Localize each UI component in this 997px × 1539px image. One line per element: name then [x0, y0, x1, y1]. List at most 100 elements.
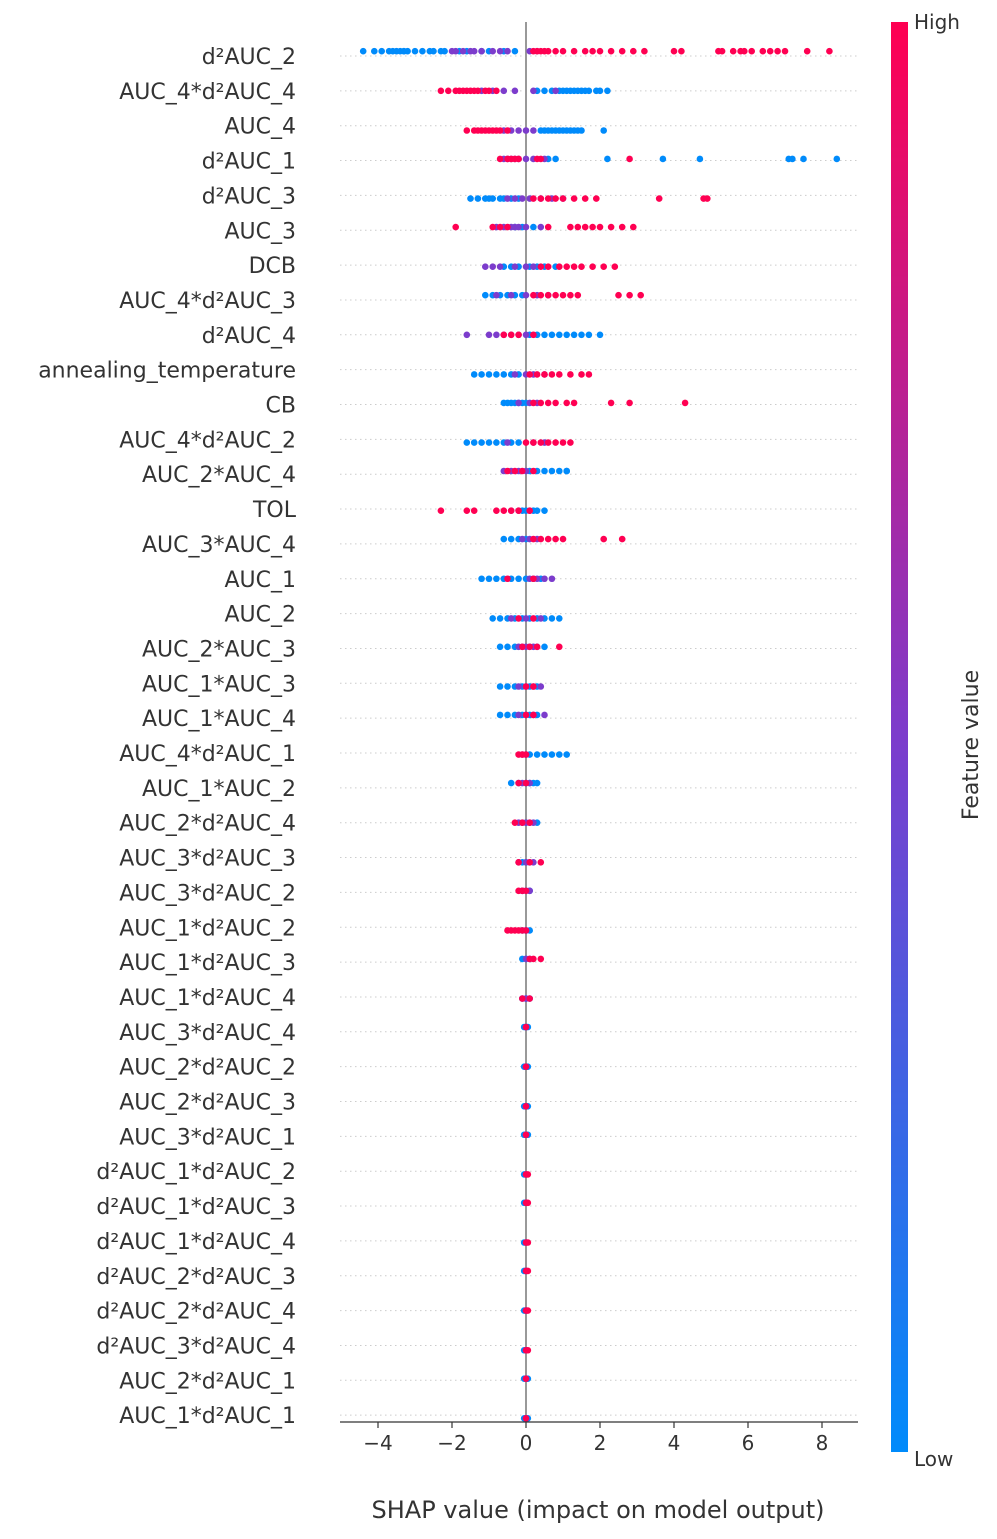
shap-point	[504, 47, 511, 55]
x-tick-label: 0	[520, 1431, 533, 1455]
feature-label: AUC_4*d²AUC_4	[119, 80, 296, 105]
feature-label: AUC_1*AUC_3	[142, 672, 296, 697]
shap-point	[489, 47, 497, 55]
shap-point	[585, 371, 593, 378]
shap-point	[515, 223, 522, 231]
shap-point	[485, 371, 493, 378]
shap-point	[537, 683, 545, 690]
feature-label: AUC_1*d²AUC_3	[119, 951, 296, 976]
shap-point	[515, 127, 522, 134]
x-tick-label: 2	[594, 1431, 607, 1455]
feature-label: d²AUC_3*d²AUC_4	[96, 1334, 296, 1359]
shap-point	[470, 47, 478, 55]
shap-point	[596, 87, 604, 95]
shap-point	[496, 223, 504, 231]
shap-point	[526, 507, 533, 514]
shap-point	[618, 223, 626, 231]
shap-point	[522, 1375, 530, 1382]
shap-point	[537, 535, 545, 543]
shap-point	[748, 47, 755, 55]
shap-point	[515, 155, 522, 163]
shap-point	[496, 263, 504, 271]
shap-point	[493, 331, 500, 339]
shap-point	[563, 331, 570, 339]
feature-label: TOL	[252, 498, 297, 523]
shap-point	[544, 291, 552, 299]
feature-label: AUC_2	[224, 603, 296, 628]
shap-point	[626, 155, 633, 163]
shap-point	[630, 223, 637, 231]
shap-point	[607, 223, 615, 231]
shap-point	[548, 615, 556, 622]
shap-point	[826, 47, 833, 55]
shap-point	[522, 1103, 530, 1110]
feature-label: AUC_2*AUC_4	[142, 463, 296, 488]
colorbar-title: Feature value	[959, 670, 984, 820]
shap-point	[774, 47, 781, 55]
feature-label: AUC_4	[224, 115, 296, 140]
shap-point	[618, 47, 626, 55]
shap-point	[604, 155, 611, 163]
shap-point	[496, 683, 504, 690]
shap-point	[511, 87, 519, 95]
shap-point	[522, 1131, 530, 1139]
shap-point	[593, 195, 600, 202]
shap-point	[511, 467, 519, 475]
shap-point	[522, 331, 530, 339]
shap-point	[548, 751, 556, 758]
shap-point	[504, 575, 511, 583]
shap-point	[596, 223, 604, 231]
shap-point	[474, 195, 482, 202]
shap-point	[530, 195, 537, 202]
shap-point	[611, 263, 619, 271]
shap-point	[504, 127, 511, 134]
shap-point	[533, 779, 541, 787]
shap-point	[559, 439, 567, 446]
shap-point	[411, 47, 419, 55]
shap-point	[511, 195, 519, 202]
shap-point	[578, 127, 585, 134]
feature-label: d²AUC_2*d²AUC_4	[96, 1300, 296, 1325]
shap-point	[585, 331, 593, 339]
feature-label: AUC_3*d²AUC_2	[119, 881, 296, 906]
shap-point	[570, 399, 578, 407]
feature-label: AUC_4*d²AUC_1	[119, 742, 296, 767]
shap-point	[519, 467, 526, 475]
shap-point	[548, 575, 556, 583]
shap-point	[581, 195, 589, 202]
shap-point	[578, 263, 585, 271]
feature-label: d²AUC_1*d²AUC_3	[96, 1195, 296, 1220]
shap-point	[504, 711, 511, 719]
shap-point	[600, 535, 607, 543]
shap-point	[522, 1415, 530, 1422]
shap-point	[507, 291, 515, 299]
feature-label: AUC_1*AUC_4	[142, 707, 296, 732]
shap-point	[515, 331, 522, 339]
shap-point	[781, 47, 789, 55]
shap-point	[478, 371, 485, 378]
shap-point	[741, 47, 748, 55]
shap-point	[548, 371, 556, 378]
x-tick-label: −2	[437, 1431, 466, 1455]
shap-point	[515, 615, 522, 622]
row-gridlines	[340, 55, 858, 1416]
feature-label: AUC_3*d²AUC_4	[119, 1021, 296, 1046]
shap-point	[522, 127, 530, 134]
shap-point	[563, 399, 570, 407]
feature-label: AUC_2*AUC_3	[142, 637, 296, 662]
shap-point	[522, 291, 530, 299]
shap-point	[511, 371, 519, 378]
shap-point	[533, 643, 541, 651]
feature-label: d²AUC_1*d²AUC_4	[96, 1230, 296, 1255]
shap-point	[641, 47, 648, 55]
shap-point	[530, 615, 537, 622]
shap-point	[493, 87, 500, 95]
shap-point	[556, 643, 563, 651]
feature-label: CB	[266, 394, 296, 419]
feature-label: AUC_2*d²AUC_4	[119, 812, 296, 837]
shap-point	[493, 439, 500, 446]
shap-point	[519, 643, 526, 651]
shap-point	[552, 87, 559, 95]
feature-label: AUC_4*d²AUC_3	[119, 289, 296, 314]
shap-point	[556, 263, 563, 271]
